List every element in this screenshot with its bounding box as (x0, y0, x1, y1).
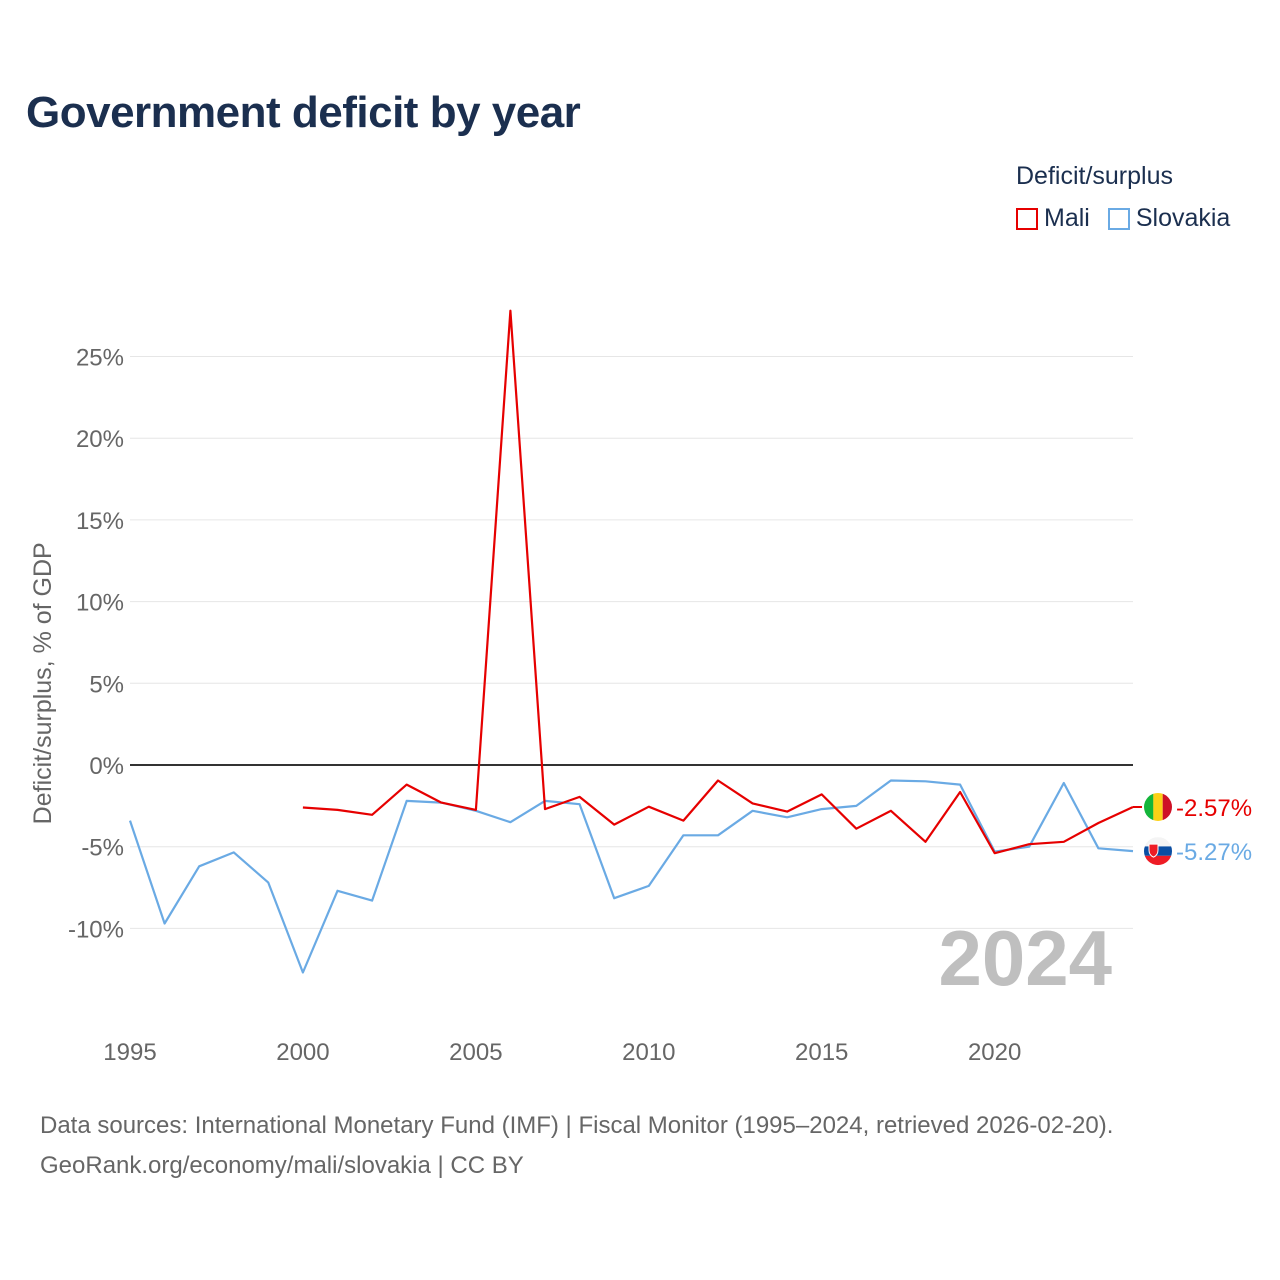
y-tick-label: 10% (76, 590, 124, 617)
data-source-note: Data sources: International Monetary Fun… (40, 1112, 1114, 1139)
legend-label-mali: Mali (1044, 204, 1090, 232)
gridlines (130, 356, 1133, 929)
x-tick-label: 2015 (795, 1039, 848, 1066)
legend-label-slovakia: Slovakia (1135, 204, 1231, 232)
y-tick-label: 0% (89, 753, 124, 780)
mali-flag-green (1144, 792, 1154, 821)
series-lines (128, 309, 1134, 974)
slovakia-flag-white (1144, 837, 1172, 847)
mali-flag-red (1162, 792, 1172, 821)
slovakia-flag-red (1144, 855, 1172, 866)
y-tick-label: -5% (81, 835, 124, 862)
legend-item-slovakia[interactable]: Slovakia (1107, 204, 1231, 233)
mali-flag-icon (1144, 792, 1172, 821)
legend: Mali Slovakia (1016, 204, 1248, 233)
chart-title: Government deficit by year (26, 88, 581, 137)
slovakia-end-label: -5.27% (1176, 839, 1252, 866)
year-watermark: 2024 (938, 914, 1112, 1002)
y-tick-label: 15% (76, 508, 124, 535)
series-line-mali (302, 309, 1134, 855)
mali-flag-yellow (1153, 792, 1163, 821)
legend-swatch-slovakia (1107, 207, 1130, 230)
y-axis-ticks: 25% 20% 15% 10% 5% 0% -5% -10% (68, 345, 124, 944)
x-tick-label: 2000 (276, 1039, 329, 1066)
x-tick-label: 2020 (968, 1039, 1021, 1066)
x-tick-label: 2010 (622, 1039, 675, 1066)
y-axis-label: Deficit/surplus, % of GDP (29, 542, 57, 824)
footer: Data sources: International Monetary Fun… (40, 1106, 1113, 1186)
y-tick-label: -10% (68, 916, 124, 943)
y-tick-label: 25% (76, 345, 124, 372)
site-credit[interactable]: GeoRank.org/economy/mali/slovakia | CC B… (40, 1152, 524, 1179)
legend-swatch-mali (1016, 207, 1038, 230)
y-tick-label: 20% (76, 426, 124, 453)
series-line-slovakia (128, 779, 1134, 974)
slovakia-coat-of-arms (1148, 843, 1159, 858)
x-axis-ticks: 1995 2000 2005 2010 2015 2020 (103, 1039, 1021, 1066)
legend-item-mali[interactable]: Mali (1016, 204, 1090, 233)
x-tick-label: 1995 (103, 1039, 156, 1066)
x-tick-label: 2005 (449, 1039, 502, 1066)
series-end-markers: -2.57% -5.27% (1133, 792, 1252, 866)
y-tick-label: 5% (89, 671, 124, 698)
mali-end-label: -2.57% (1176, 795, 1252, 822)
line-chart: 25% 20% 15% 10% 5% 0% -5% -10% 1995 2000 2005 2010… (29, 309, 1252, 1066)
legend-title: Deficit/surplus (1016, 162, 1173, 190)
slovakia-flag-icon (1144, 837, 1172, 866)
